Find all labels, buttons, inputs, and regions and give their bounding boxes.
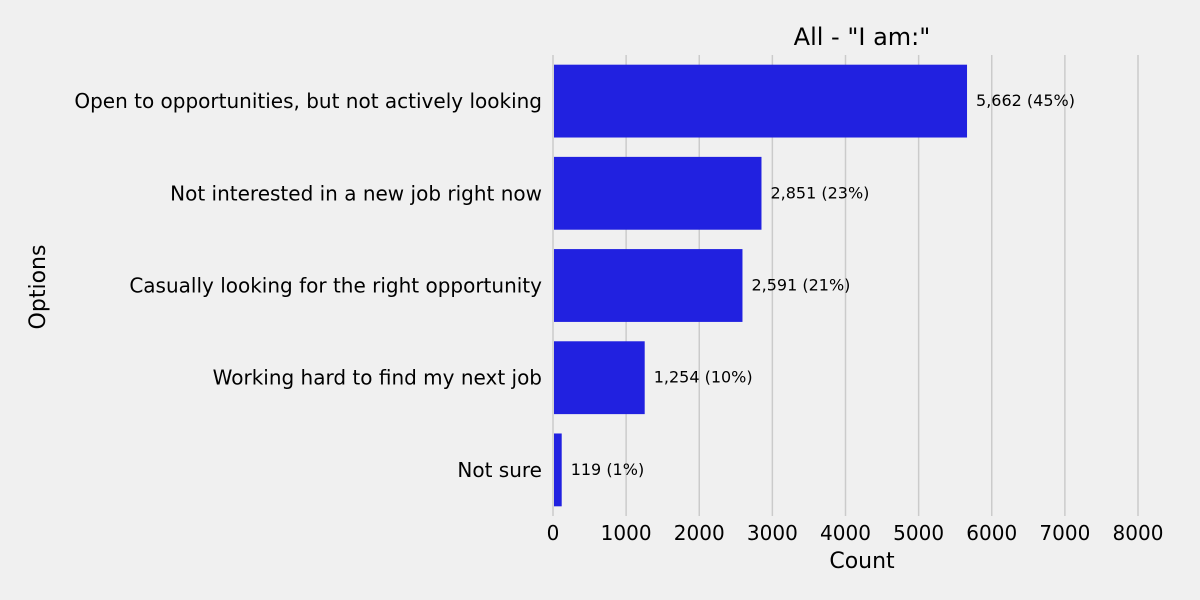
- data-label-3: 1,254 (10%): [654, 368, 753, 387]
- data-labels: 5,662 (45%) 2,851 (23%) 2,591 (21%) 1,254 (…: [571, 91, 1075, 479]
- x-tick-labels: 0 1000 2000 3000 4000 5000 6000 7000 8000: [547, 521, 1164, 545]
- data-label-0: 5,662 (45%): [976, 91, 1075, 110]
- x-axis-label: Count: [829, 549, 895, 574]
- category-label-2: Casually looking for the right opportuni…: [129, 274, 542, 298]
- data-label-4: 119 (1%): [571, 460, 645, 479]
- category-label-4: Not sure: [457, 458, 542, 482]
- category-label-0: Open to opportunities, but not actively …: [74, 89, 542, 113]
- x-tick-label-6: 6000: [966, 521, 1017, 545]
- bars: [554, 64, 968, 507]
- x-tick-label-8: 8000: [1113, 521, 1164, 545]
- x-tick-label-0: 0: [547, 521, 560, 545]
- category-label-1: Not interested in a new job right now: [170, 181, 542, 205]
- category-labels: Open to opportunities, but not actively …: [74, 89, 542, 482]
- bar-1: [554, 156, 762, 230]
- bar-2: [554, 249, 743, 322]
- x-tick-label-3: 3000: [747, 521, 798, 545]
- data-label-1: 2,851 (23%): [770, 183, 869, 202]
- x-tick-label-7: 7000: [1039, 521, 1090, 545]
- chart-title: All - "I am:": [794, 23, 931, 51]
- x-tick-label-2: 2000: [674, 521, 725, 545]
- bar-4: [554, 433, 562, 507]
- bar-0: [554, 64, 968, 138]
- category-label-3: Working hard to find my next job: [213, 366, 542, 390]
- bar-3: [554, 341, 645, 415]
- x-tick-label-5: 5000: [893, 521, 944, 545]
- data-label-2: 2,591 (21%): [751, 276, 850, 295]
- y-axis-label: Options: [26, 245, 51, 330]
- x-tick-label-1: 1000: [601, 521, 652, 545]
- x-tick-label-4: 4000: [820, 521, 871, 545]
